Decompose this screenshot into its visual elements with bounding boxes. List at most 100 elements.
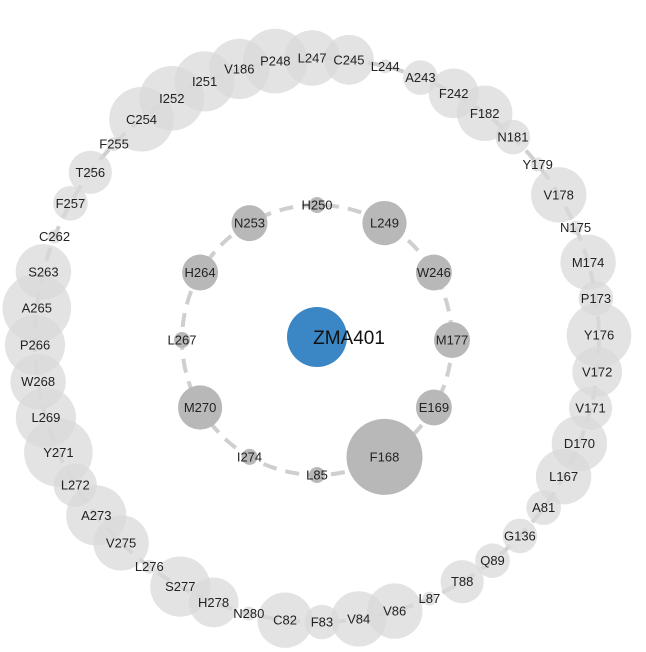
residue-label-p248: P248 [260, 54, 290, 69]
residue-label-n280: N280 [233, 606, 264, 621]
residue-label-v275: V275 [106, 535, 136, 550]
contact-residue-node-m270[interactable] [178, 385, 223, 430]
residue-label-n181: N181 [497, 130, 528, 145]
residue-node-t256[interactable] [68, 150, 112, 194]
residue-label-h278: H278 [198, 595, 229, 610]
residue-label-v186: V186 [224, 61, 254, 76]
inner-residue-labels: H250 L249 W246 M177 E169 F168 L85 I274 M270 L267 H… [168, 198, 469, 483]
residue-label-n175: N175 [560, 220, 591, 235]
residue-label-l247: L247 [298, 51, 327, 66]
residue-node-n175[interactable] [568, 220, 583, 235]
contact-residue-label-i274: I274 [237, 449, 262, 464]
residue-label-f83: F83 [311, 615, 333, 630]
residue-label-c254: C254 [126, 112, 157, 127]
residue-node-q89[interactable] [475, 543, 510, 578]
residue-node-l276[interactable] [142, 559, 157, 574]
residue-label-f182: F182 [470, 106, 500, 121]
residue-node-l244[interactable] [378, 59, 393, 74]
residue-node-y176[interactable] [566, 302, 632, 368]
contact-residue-label-w246: W246 [417, 265, 451, 280]
residue-label-v84: V84 [347, 611, 370, 626]
residue-label-v86: V86 [383, 604, 406, 619]
residue-label-s277: S277 [165, 579, 195, 594]
residue-label-v171: V171 [575, 401, 605, 416]
residue-label-y176: Y176 [584, 328, 614, 343]
residue-label-s263: S263 [28, 264, 58, 279]
residue-label-d170: D170 [564, 436, 595, 451]
residue-node-g136[interactable] [502, 518, 538, 554]
contact-residue-label-m270: M270 [184, 400, 217, 415]
residue-label-l167: L167 [549, 469, 578, 484]
residue-label-l276: L276 [135, 559, 164, 574]
residue-node-v172[interactable] [572, 347, 623, 397]
outer-residue-nodes [2, 28, 632, 648]
residue-node-v178[interactable] [531, 167, 587, 223]
residue-label-f255: F255 [99, 137, 129, 152]
residue-label-a273: A273 [81, 508, 111, 523]
contact-residue-node-l267[interactable] [174, 332, 190, 348]
contact-residue-node-h250[interactable] [309, 197, 325, 213]
residue-node-c82[interactable] [257, 592, 313, 648]
contact-residue-label-h264: H264 [185, 265, 216, 280]
ligand-label: ZMA401 [313, 328, 385, 349]
residue-node-s277[interactable] [150, 556, 211, 617]
contact-residue-node-l249[interactable] [362, 201, 407, 246]
residue-node-f257[interactable] [53, 186, 88, 221]
residue-node-l87[interactable] [422, 591, 437, 606]
residue-label-i252: I252 [159, 91, 184, 106]
contact-residue-node-l85[interactable] [309, 467, 325, 483]
residue-label-l244: L244 [371, 59, 400, 74]
contact-residue-label-l249: L249 [370, 216, 399, 231]
residue-label-l269: L269 [31, 410, 60, 425]
residue-node-l167[interactable] [535, 449, 592, 505]
inner-residue-nodes [174, 197, 470, 495]
residue-label-g136: G136 [504, 528, 536, 543]
residue-label-t88: T88 [451, 574, 473, 589]
residue-label-y179: Y179 [523, 157, 553, 172]
contact-residue-node-h264[interactable] [182, 254, 219, 291]
residue-node-v84[interactable] [331, 591, 387, 647]
contact-residue-label-l85: L85 [306, 468, 328, 483]
contact-residue-node-f168[interactable] [346, 418, 423, 495]
residue-node-t88[interactable] [440, 560, 484, 604]
ligand-node[interactable] [287, 307, 347, 367]
residue-label-c262: C262 [39, 229, 70, 244]
residue-label-i251: I251 [192, 74, 217, 89]
residue-label-f257: F257 [56, 196, 86, 211]
residue-node-f182[interactable] [457, 85, 513, 141]
residue-node-s263[interactable] [15, 244, 72, 300]
contact-residue-node-n253[interactable] [231, 205, 268, 242]
residue-node-m174[interactable] [560, 234, 616, 290]
residue-label-a81: A81 [532, 500, 555, 515]
residue-label-m174: M174 [572, 255, 605, 270]
contact-residue-node-e169[interactable] [415, 389, 452, 426]
residue-node-y179[interactable] [530, 157, 545, 172]
contact-residue-label-e169: E169 [419, 400, 449, 415]
residue-label-p266: P266 [20, 337, 50, 352]
residue-node-n280[interactable] [241, 606, 256, 621]
residue-label-c245: C245 [333, 52, 364, 67]
residue-label-y271: Y271 [43, 445, 73, 460]
contact-residue-label-h250: H250 [301, 198, 332, 213]
residue-label-v172: V172 [582, 364, 612, 379]
residue-label-v178: V178 [544, 187, 574, 202]
residue-node-f83[interactable] [304, 604, 340, 640]
contact-residue-label-m177: M177 [436, 333, 469, 348]
residue-label-a243: A243 [405, 70, 435, 85]
contact-residue-node-w246[interactable] [415, 254, 452, 291]
residue-node-a243[interactable] [403, 60, 438, 95]
residue-node-c262[interactable] [47, 229, 62, 244]
residue-node-l247[interactable] [284, 30, 340, 86]
contact-residue-node-m177[interactable] [434, 322, 470, 358]
contact-residue-label-f168: F168 [370, 449, 400, 464]
contact-residue-node-i274[interactable] [241, 448, 258, 465]
residue-label-a265: A265 [22, 301, 52, 316]
residue-label-l87: L87 [419, 591, 441, 606]
residue-node-n181[interactable] [495, 119, 531, 155]
residue-label-q89: Q89 [480, 553, 505, 568]
residue-label-c82: C82 [273, 613, 297, 628]
residue-node-a81[interactable] [526, 490, 561, 525]
residue-label-w268: W268 [21, 374, 55, 389]
residue-label-t256: T256 [75, 165, 105, 180]
